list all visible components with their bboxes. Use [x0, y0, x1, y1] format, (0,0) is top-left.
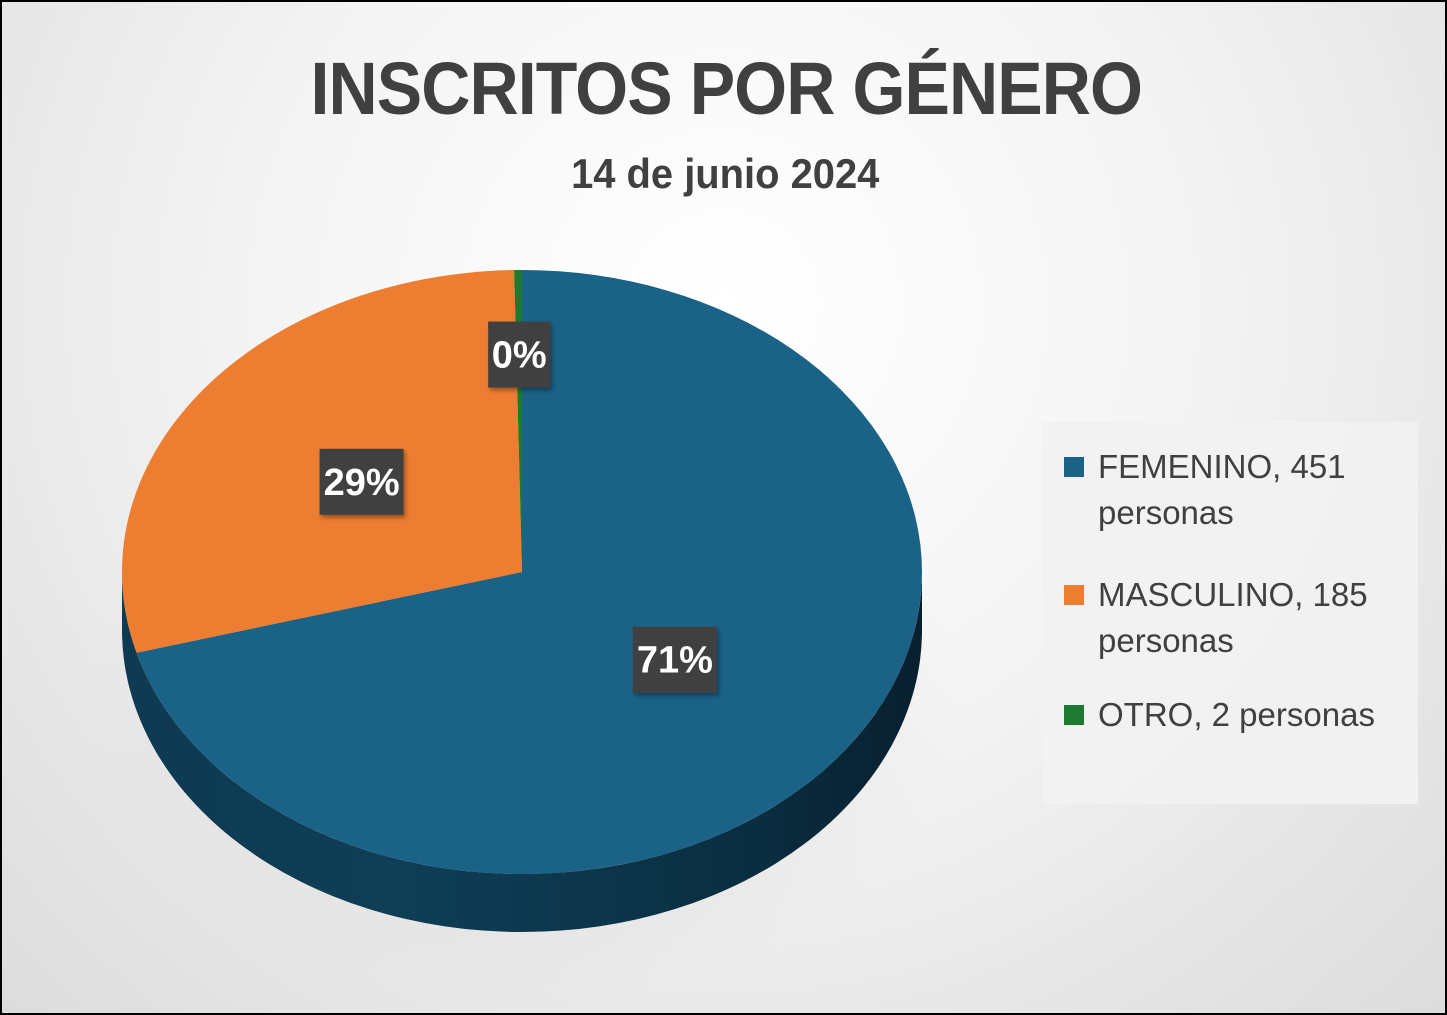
pie-side — [122, 572, 922, 932]
chart-title: INSCRITOS POR GÉNERO — [310, 47, 1143, 130]
data-label-text-femenino: 71% — [637, 640, 713, 682]
legend-swatch-femenino — [1064, 457, 1084, 477]
data-label-text-otro: 0% — [492, 335, 547, 377]
legend-label-femenino: FEMENINO, 451 personas — [1098, 448, 1346, 531]
legend-swatch-otro — [1064, 705, 1084, 725]
legend: FEMENINO, 451 personas MASCULINO, 185 pe… — [1042, 422, 1418, 804]
legend-swatch-masculino — [1064, 585, 1084, 605]
data-label-box-femenino — [632, 626, 717, 693]
chart-subtitle: 14 de junio 2024 — [571, 150, 880, 197]
data-label-otro: 0% — [488, 321, 551, 388]
data-label-femenino: 71% — [632, 626, 717, 693]
pie-slice-femenino — [136, 270, 923, 874]
legend-label-otro: OTRO, 2 personas — [1098, 696, 1375, 733]
data-label-box-masculino — [319, 448, 404, 515]
data-label-box-otro — [488, 321, 551, 388]
legend-label-masculino: MASCULINO, 185 personas — [1098, 576, 1368, 659]
data-label-masculino: 29% — [319, 448, 404, 515]
data-label-text-masculino: 29% — [324, 462, 400, 504]
